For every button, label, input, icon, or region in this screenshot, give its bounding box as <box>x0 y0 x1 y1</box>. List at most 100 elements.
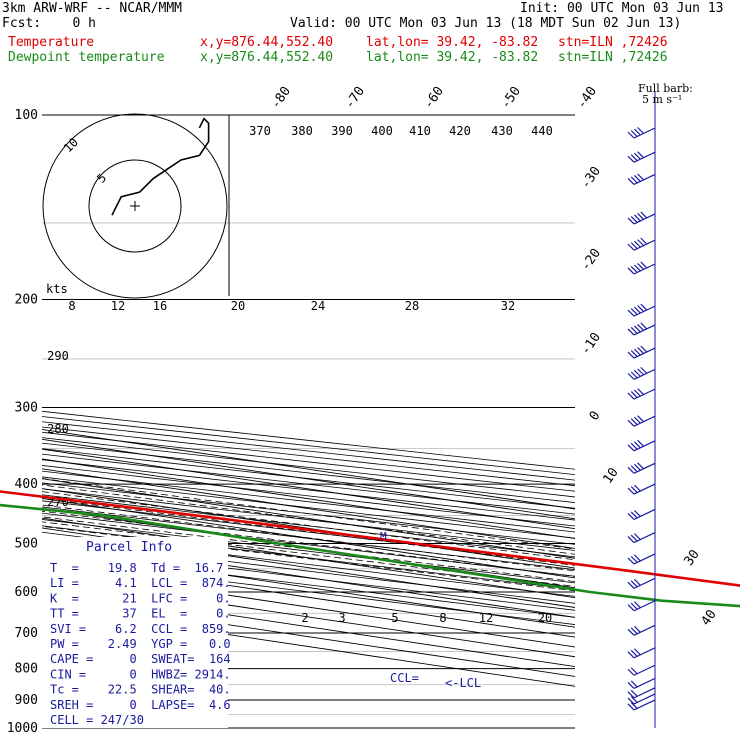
wind-barb-flag <box>630 702 638 709</box>
wind-barb-flag <box>627 703 635 711</box>
wind-barb-flag <box>637 368 645 376</box>
wind-barb <box>627 664 656 676</box>
wind-barb-staff <box>633 151 656 163</box>
wind-barb-flag <box>627 444 635 452</box>
dry-adiabat-label: 400 <box>371 124 393 138</box>
barb-key-units: 5 m s⁻¹ <box>642 93 682 106</box>
parcel-info-title: Parcel Info <box>86 540 172 555</box>
dry-adiabat-label: 290 <box>47 349 69 363</box>
isotherm-label: 0 <box>587 408 604 423</box>
wind-barb <box>627 366 656 380</box>
pressure-tick-label: 300 <box>15 400 38 415</box>
wind-barb-flag <box>633 369 641 377</box>
wind-barb-flag <box>633 510 641 517</box>
wind-barb-flag <box>633 625 641 633</box>
mixing-ratio-label: 3 <box>338 611 345 625</box>
wind-barb-flag <box>627 155 635 163</box>
wind-barb-flag <box>633 441 641 449</box>
wind-barb-staff <box>633 508 656 520</box>
parcel-info-row: SREH = 0 LAPSE= 4.6 <box>50 698 231 712</box>
wind-barb-flag <box>627 557 635 565</box>
wind-barb-flag <box>630 534 638 542</box>
wind-barb-flag <box>630 689 638 697</box>
wind-barb-flag <box>627 328 635 336</box>
parcel-info-row: CELL = 247/30 <box>50 713 144 727</box>
parcel-info-row: CIN = 0 HWBZ= 2914. <box>50 667 231 681</box>
wind-barb-flag <box>640 237 648 245</box>
isotherm-label: -50 <box>498 84 524 112</box>
parcel-info-row: SVI = 6.2 CCL = 859. <box>50 622 231 636</box>
wind-barb-flag <box>633 554 641 562</box>
temperature-latlon: lat,lon= 39.42, -83.82 <box>366 35 539 50</box>
wind-barb-flag <box>640 261 648 269</box>
mixing-ratio-label: 2 <box>301 611 308 625</box>
wind-barb-flag <box>630 649 638 657</box>
wind-barb-flag <box>637 239 645 247</box>
temperature-xy: x,y=876.44,552.40 <box>200 35 334 50</box>
wind-barb-staff <box>633 388 656 400</box>
wind-barb-flag <box>640 211 648 219</box>
wind-barb <box>627 677 656 689</box>
wind-barb-flag <box>627 309 635 317</box>
isotherm-label: -70 <box>342 84 368 112</box>
wind-barb-flag <box>627 628 635 636</box>
hodograph-ring <box>88 159 182 253</box>
wind-barb <box>627 647 656 659</box>
pressure-tick-label: 800 <box>15 662 38 677</box>
wind-barb <box>627 699 656 711</box>
wind-barb <box>627 345 656 359</box>
wind-barb-flag <box>627 681 635 689</box>
wind-barb-staff <box>633 263 656 275</box>
wind-barb <box>627 151 656 163</box>
wind-barb <box>627 211 656 225</box>
pressure-tick-label: 1000 <box>7 721 38 736</box>
wind-barb-flag <box>637 305 645 313</box>
wind-barb-flag <box>630 627 638 635</box>
dry-adiabat-label: 440 <box>531 124 553 138</box>
wind-barb-staff <box>633 532 656 544</box>
mixing-ratio-label: 5 <box>391 611 398 625</box>
hodograph-speed-label: 8 <box>68 299 75 313</box>
wind-barb-flag <box>633 306 641 314</box>
mixing-ratio-label: 20 <box>538 611 552 625</box>
wind-barb <box>627 462 656 474</box>
wind-barb-flag <box>633 416 641 424</box>
wind-barb-flag <box>630 442 638 450</box>
wind-barb-flag <box>630 176 638 184</box>
wind-barb-flag <box>630 215 638 223</box>
ccl-marker: CCL= <box>390 671 419 685</box>
hodograph-ring <box>42 113 228 299</box>
wind-barb-flag <box>633 533 641 541</box>
wind-barb-flag <box>633 240 641 248</box>
wind-barb-flag <box>630 350 638 357</box>
wind-barb-flag <box>640 345 648 353</box>
wind-barb-staff <box>633 415 656 427</box>
dry-adiabat <box>42 525 575 590</box>
wind-barb <box>627 577 656 589</box>
wind-barb-flag <box>633 325 641 333</box>
wind-barb-flag <box>627 604 635 612</box>
wind-barb-staff <box>633 687 656 699</box>
wind-barb-flag <box>633 264 641 272</box>
wind-barb-staff <box>633 462 656 474</box>
wind-barb-staff <box>633 577 656 589</box>
wind-barb-staff <box>633 368 656 380</box>
dry-adiabat <box>42 538 575 604</box>
wind-barb-flag <box>630 130 638 137</box>
wind-barb-flag <box>627 217 635 225</box>
isotherm-line <box>42 566 575 648</box>
pressure-tick-label: 100 <box>15 108 38 123</box>
wind-barb-flag <box>633 463 641 471</box>
wind-barb <box>627 388 656 400</box>
wind-barb <box>627 483 656 495</box>
wind-barb-flag <box>633 601 641 609</box>
wind-barb-flag <box>627 243 635 251</box>
isotherm-line <box>42 557 575 638</box>
wind-barb-flag <box>630 465 638 473</box>
isotherm-label: -10 <box>578 330 604 358</box>
wind-barb-flag <box>627 668 635 676</box>
wind-barb-flag <box>637 415 645 423</box>
hodograph-ring-label: 10 <box>61 135 81 155</box>
mixing-ratio-label: 12 <box>479 611 493 625</box>
